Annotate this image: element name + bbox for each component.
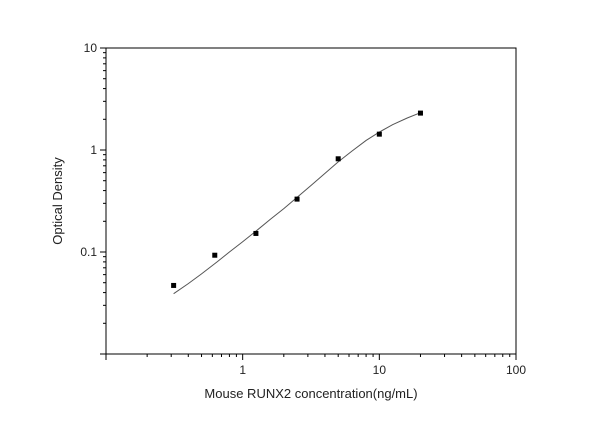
data-point — [253, 230, 259, 236]
x-tick-label: 10 — [373, 363, 387, 377]
x-axis-title: Mouse RUNX2 concentration(ng/mL) — [204, 386, 417, 401]
data-point — [376, 131, 382, 137]
x-axis-tick-labels: 1 10 100 — [239, 363, 526, 377]
y-tick-label: 0.1 — [80, 245, 97, 259]
y-axis-tick-labels: 0.1 1 10 — [80, 41, 97, 259]
data-point — [294, 196, 300, 202]
plot-frame — [105, 47, 517, 355]
data-point — [335, 156, 341, 162]
x-tick-label: 100 — [506, 363, 526, 377]
x-axis-ticks — [105, 354, 517, 360]
y-tick-label: 10 — [84, 41, 98, 55]
y-axis-ticks — [100, 47, 106, 355]
y-axis-title: Optical Density — [50, 157, 65, 245]
data-points — [171, 110, 423, 288]
data-point — [171, 282, 177, 288]
data-point — [212, 252, 218, 258]
fit-curve — [173, 112, 421, 295]
data-point — [417, 110, 423, 116]
x-tick-label: 1 — [239, 363, 246, 377]
y-tick-label: 1 — [90, 143, 97, 157]
